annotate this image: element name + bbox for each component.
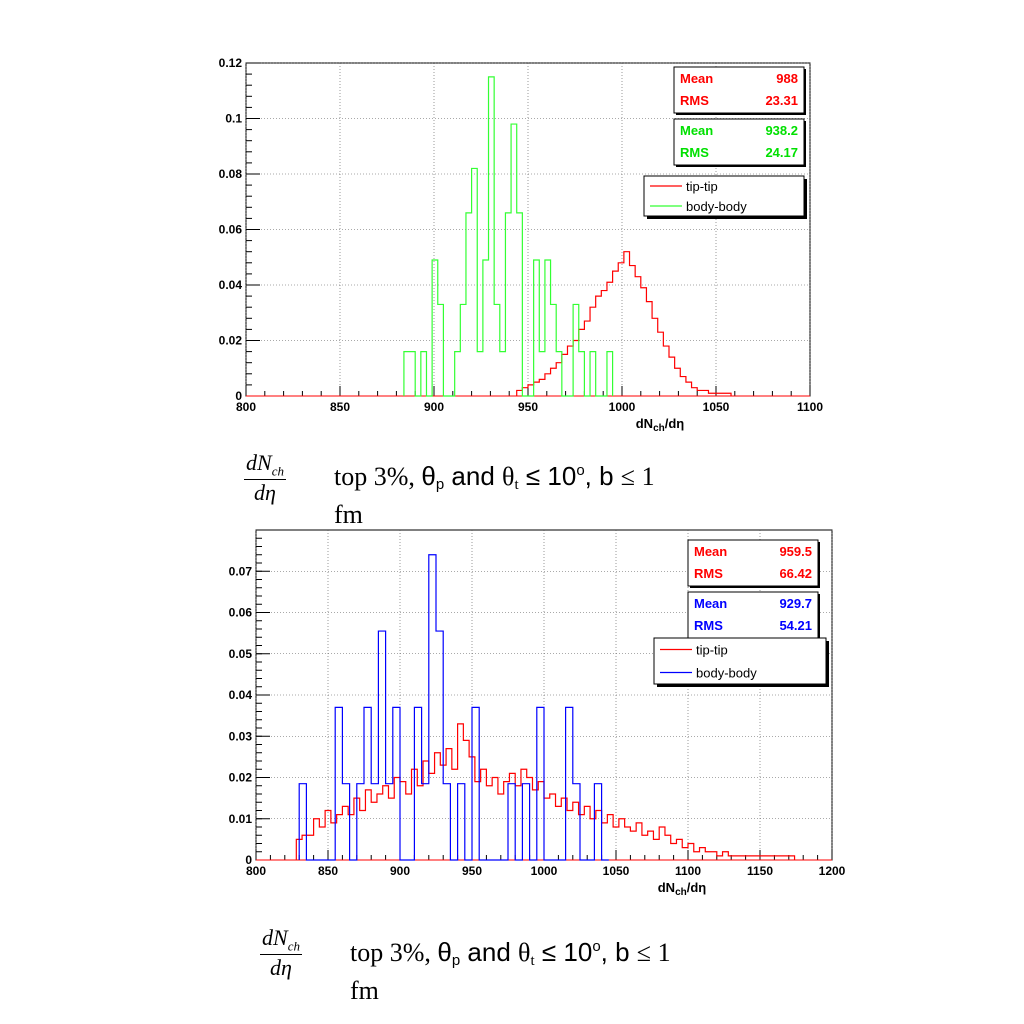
stats-mean-label: Mean xyxy=(694,596,727,611)
stats-rms-value: 66.42 xyxy=(779,566,812,581)
y-tick-label: 0.1 xyxy=(225,112,242,126)
x-axis-label: dNch/dη xyxy=(636,416,685,434)
stats-box: Mean 929.7 RMS 54.21 xyxy=(687,591,820,640)
stats-box: Mean 988 RMS 23.31 xyxy=(673,66,806,115)
y-tick-label: 0.03 xyxy=(229,729,253,743)
x-tick-label: 1000 xyxy=(609,400,636,414)
y-tick-label: 0.12 xyxy=(219,56,243,70)
y-tick-label: 0.08 xyxy=(219,167,243,181)
stats-rms-label: RMS xyxy=(694,618,723,633)
stats-mean-label: Mean xyxy=(680,123,713,138)
stats-mean-value: 988 xyxy=(776,71,798,86)
legend-label: body-body xyxy=(686,199,747,214)
y-tick-label: 0 xyxy=(245,853,252,867)
histogram-body-body xyxy=(403,76,614,397)
caption-bottom: top 3%, θp and θt ≤ 10o, b ≤ 1 fm xyxy=(350,937,671,1005)
x-tick-label: 900 xyxy=(390,864,410,878)
x-tick-label: 1100 xyxy=(797,400,823,414)
histogram-body-body xyxy=(298,554,609,861)
x-tick-label: 1050 xyxy=(603,864,630,878)
stats-rms-label: RMS xyxy=(680,93,709,108)
stats-box: Mean 938.2 RMS 24.17 xyxy=(673,118,806,167)
y-tick-label: 0.07 xyxy=(229,564,253,578)
x-tick-label: 1000 xyxy=(531,864,558,878)
stats-mean-value: 959.5 xyxy=(779,544,812,559)
legend-label: tip-tip xyxy=(686,179,718,194)
x-tick-label: 950 xyxy=(462,864,482,878)
caption-top: top 3%, θp and θt ≤ 10o, b ≤ 1 fm xyxy=(334,461,655,529)
stats-rms-value: 24.17 xyxy=(765,145,798,160)
histogram-tip-tip xyxy=(516,251,732,396)
stats-frame xyxy=(673,118,805,166)
stats-rms-value: 54.21 xyxy=(779,618,812,633)
x-tick-label: 800 xyxy=(236,400,256,414)
stats-box: Mean 959.5 RMS 66.42 xyxy=(687,539,820,588)
stats-rms-label: RMS xyxy=(680,145,709,160)
x-tick-label: 950 xyxy=(518,400,538,414)
stats-mean-value: 938.2 xyxy=(765,123,798,138)
x-axis-label: dNch/dη xyxy=(658,880,707,898)
stats-mean-label: Mean xyxy=(680,71,713,86)
x-tick-label: 850 xyxy=(318,864,338,878)
stats-rms-value: 23.31 xyxy=(765,93,798,108)
x-tick-label: 850 xyxy=(330,400,350,414)
stats-rms-label: RMS xyxy=(694,566,723,581)
y-tick-label: 0.06 xyxy=(219,223,243,237)
y-tick-label: 0.02 xyxy=(219,334,243,348)
caption-fraction: dNch dη xyxy=(260,925,302,981)
y-tick-label: 0 xyxy=(235,389,242,403)
legend-frame xyxy=(643,175,805,217)
x-tick-label: 900 xyxy=(424,400,444,414)
y-tick-label: 0.06 xyxy=(229,606,253,620)
legend-label: tip-tip xyxy=(696,643,728,658)
caption-fraction: dNch dη xyxy=(244,450,286,506)
x-tick-label: 800 xyxy=(246,864,266,878)
stats-frame xyxy=(687,539,819,587)
legend: tip-tip body-body xyxy=(643,175,807,219)
legend-frame xyxy=(653,637,827,685)
y-tick-label: 0.05 xyxy=(229,647,253,661)
x-tick-label: 1150 xyxy=(747,864,773,878)
legend-label: body-body xyxy=(696,666,757,681)
stats-mean-label: Mean xyxy=(694,544,727,559)
histogram-tip-tip xyxy=(295,723,796,860)
y-tick-label: 0.04 xyxy=(229,688,253,702)
y-tick-label: 0.01 xyxy=(229,812,253,826)
stats-mean-value: 929.7 xyxy=(779,596,812,611)
y-tick-label: 0.04 xyxy=(219,278,243,292)
stats-frame xyxy=(673,66,805,114)
x-tick-label: 1100 xyxy=(675,864,701,878)
x-tick-label: 1050 xyxy=(703,400,730,414)
y-tick-label: 0.02 xyxy=(229,771,253,785)
x-tick-label: 1200 xyxy=(819,864,846,878)
stats-frame xyxy=(687,591,819,639)
legend: tip-tip body-body xyxy=(653,637,829,687)
